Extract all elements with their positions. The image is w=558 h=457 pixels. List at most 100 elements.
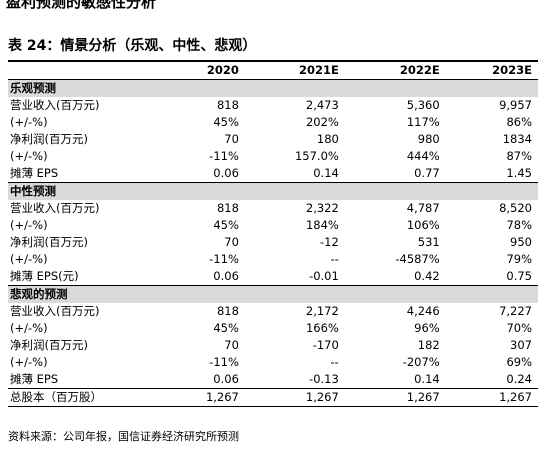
data-row: (+/-%) 45% 202% 117% 86% bbox=[8, 114, 538, 131]
data-row: 营业收入(百万元) 818 2,172 4,246 7,227 bbox=[8, 303, 538, 320]
cell: 106% bbox=[406, 218, 440, 232]
section-label: 乐观预测 bbox=[8, 79, 538, 97]
cell: 180 bbox=[316, 132, 339, 146]
cell: 818 bbox=[216, 304, 239, 318]
cell: -- bbox=[330, 355, 339, 369]
cell: 2,473 bbox=[305, 98, 339, 112]
cell: 0.77 bbox=[414, 166, 440, 180]
cell: 0.06 bbox=[213, 269, 239, 283]
row-label: (+/-%) bbox=[10, 149, 48, 163]
cell: 70 bbox=[224, 132, 239, 146]
cell: 818 bbox=[216, 98, 239, 112]
cell: 1,267 bbox=[445, 388, 538, 407]
cell: 87% bbox=[506, 149, 532, 163]
data-row: 摊薄 EPS 0.06 -0.13 0.14 0.24 bbox=[8, 371, 538, 389]
cell: 8,520 bbox=[499, 201, 532, 215]
data-row: 摊薄 EPS 0.06 0.14 0.77 1.45 bbox=[8, 165, 538, 183]
page-title: 盈利预测的敏感性分析 bbox=[6, 0, 157, 11]
row-label: 营业收入(百万元) bbox=[10, 304, 100, 318]
cell: 45% bbox=[213, 218, 239, 232]
cell: 0.42 bbox=[414, 269, 440, 283]
data-row: 净利润(百万元) 70 -12 531 950 bbox=[8, 234, 538, 251]
cell: 0.14 bbox=[313, 166, 339, 180]
cell: 79% bbox=[506, 252, 532, 266]
header-row: 2020 2021E 2022E 2023E bbox=[8, 61, 538, 80]
row-label: 净利润(百万元) bbox=[10, 338, 88, 352]
header-cell: 2023E bbox=[445, 61, 538, 80]
row-label: 摊薄 EPS bbox=[10, 372, 59, 386]
header-cell bbox=[8, 61, 166, 80]
cell: 0.06 bbox=[213, 166, 239, 180]
cell: 184% bbox=[305, 218, 339, 232]
cell: 1,267 bbox=[166, 388, 245, 407]
cell: 1.45 bbox=[506, 166, 532, 180]
data-row: (+/-%) -11% -- -207% 69% bbox=[8, 354, 538, 371]
cell: 182 bbox=[417, 338, 440, 352]
cell: 818 bbox=[216, 201, 239, 215]
cell: 0.24 bbox=[506, 372, 532, 386]
cell: 4,246 bbox=[406, 304, 440, 318]
cell: 0.14 bbox=[414, 372, 440, 386]
cell: -4587% bbox=[395, 252, 440, 266]
cell: 5,360 bbox=[406, 98, 440, 112]
data-row: 净利润(百万元) 70 180 980 1834 bbox=[8, 131, 538, 148]
data-row: (+/-%) -11% -- -4587% 79% bbox=[8, 251, 538, 268]
data-row: 总股本（百万股） 1,267 1,267 1,267 1,267 bbox=[8, 388, 538, 407]
data-row: 营业收入(百万元) 818 2,322 4,787 8,520 bbox=[8, 200, 538, 217]
row-label: (+/-%) bbox=[10, 218, 48, 232]
row-label: (+/-%) bbox=[10, 115, 48, 129]
section-row: 中性预测 bbox=[8, 182, 538, 200]
cell: 307 bbox=[510, 338, 532, 352]
cell: 70 bbox=[224, 235, 239, 249]
data-row: 营业收入(百万元) 818 2,473 5,360 9,957 bbox=[8, 97, 538, 114]
cell: 69% bbox=[506, 355, 532, 369]
cell: 1834 bbox=[502, 132, 532, 146]
cell: 0.75 bbox=[506, 269, 532, 283]
row-label: 摊薄 EPS(元) bbox=[10, 269, 79, 283]
cell: 45% bbox=[213, 321, 239, 335]
cell: -0.01 bbox=[309, 269, 339, 283]
cell: 0.06 bbox=[213, 372, 239, 386]
cell: 7,227 bbox=[499, 304, 532, 318]
row-label: 净利润(百万元) bbox=[10, 132, 88, 146]
row-label: 净利润(百万元) bbox=[10, 235, 88, 249]
cell: 86% bbox=[506, 115, 532, 129]
cell: 9,957 bbox=[499, 98, 532, 112]
cell: 96% bbox=[414, 321, 440, 335]
cell: -0.13 bbox=[309, 372, 339, 386]
cell: 950 bbox=[510, 235, 532, 249]
header-cell: 2022E bbox=[344, 61, 446, 80]
row-label: (+/-%) bbox=[10, 321, 48, 335]
cell: 531 bbox=[417, 235, 440, 249]
cell: 980 bbox=[417, 132, 440, 146]
row-label: 营业收入(百万元) bbox=[10, 201, 100, 215]
cell: 4,787 bbox=[406, 201, 440, 215]
row-label: 营业收入(百万元) bbox=[10, 98, 100, 112]
section-row: 悲观的预测 bbox=[8, 285, 538, 303]
cell: -207% bbox=[402, 355, 440, 369]
table: 2020 2021E 2022E 2023E 乐观预测 营业收入(百万元) 818 2,473… bbox=[8, 60, 538, 407]
cell: -11% bbox=[209, 355, 239, 369]
cell: 117% bbox=[406, 115, 440, 129]
cell: 202% bbox=[305, 115, 339, 129]
section-label: 悲观的预测 bbox=[8, 285, 538, 303]
table-caption: 表 24：情景分析（乐观、中性、悲观） bbox=[8, 38, 257, 54]
data-row: 摊薄 EPS(元) 0.06 -0.01 0.42 0.75 bbox=[8, 268, 538, 286]
row-label: (+/-%) bbox=[10, 252, 48, 266]
row-label: 总股本（百万股） bbox=[8, 388, 166, 407]
data-row: (+/-%) -11% 157.0% 444% 87% bbox=[8, 148, 538, 165]
cell: -- bbox=[330, 252, 339, 266]
data-row: (+/-%) 45% 166% 96% 70% bbox=[8, 320, 538, 337]
data-row: (+/-%) 45% 184% 106% 78% bbox=[8, 217, 538, 234]
section-row: 乐观预测 bbox=[8, 79, 538, 97]
data-row: 净利润(百万元) 70 -170 182 307 bbox=[8, 337, 538, 354]
cell: -170 bbox=[312, 338, 339, 352]
cell: 157.0% bbox=[294, 149, 339, 163]
cell: -11% bbox=[209, 149, 239, 163]
cell: 2,172 bbox=[305, 304, 339, 318]
source-note: 资料来源：公司年报，国信证券经济研究所预测 bbox=[8, 430, 239, 443]
section-label: 中性预测 bbox=[8, 182, 538, 200]
cell: -11% bbox=[209, 252, 239, 266]
cell: 1,267 bbox=[244, 388, 345, 407]
